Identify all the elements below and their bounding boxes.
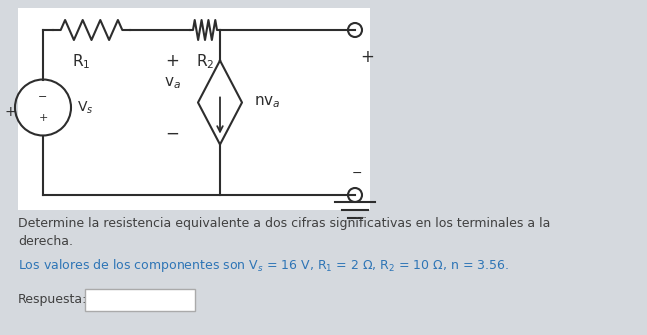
Text: Respuesta:: Respuesta: — [18, 293, 87, 306]
Text: R$_1$: R$_1$ — [72, 52, 91, 71]
Text: Determine la resistencia equivalente a dos cifras significativas en los terminal: Determine la resistencia equivalente a d… — [18, 217, 551, 230]
Text: +: + — [165, 52, 179, 70]
Text: nv$_a$: nv$_a$ — [254, 95, 281, 110]
Text: +: + — [360, 48, 374, 66]
FancyBboxPatch shape — [18, 8, 370, 210]
Text: V$_s$: V$_s$ — [77, 99, 94, 116]
Text: derecha.: derecha. — [18, 235, 73, 248]
Text: +: + — [4, 106, 16, 120]
Text: −: − — [165, 125, 179, 143]
Text: −: − — [352, 167, 362, 180]
Text: Los valores de los componentes son V$_s$ = 16 V, R$_1$ = 2 Ω, R$_2$ = 10 Ω, n = : Los valores de los componentes son V$_s$… — [18, 257, 509, 274]
Text: R$_2$: R$_2$ — [196, 52, 214, 71]
FancyBboxPatch shape — [85, 289, 195, 311]
Text: v$_a$: v$_a$ — [164, 75, 181, 91]
Text: +: + — [38, 113, 48, 123]
Text: −: − — [38, 92, 48, 102]
